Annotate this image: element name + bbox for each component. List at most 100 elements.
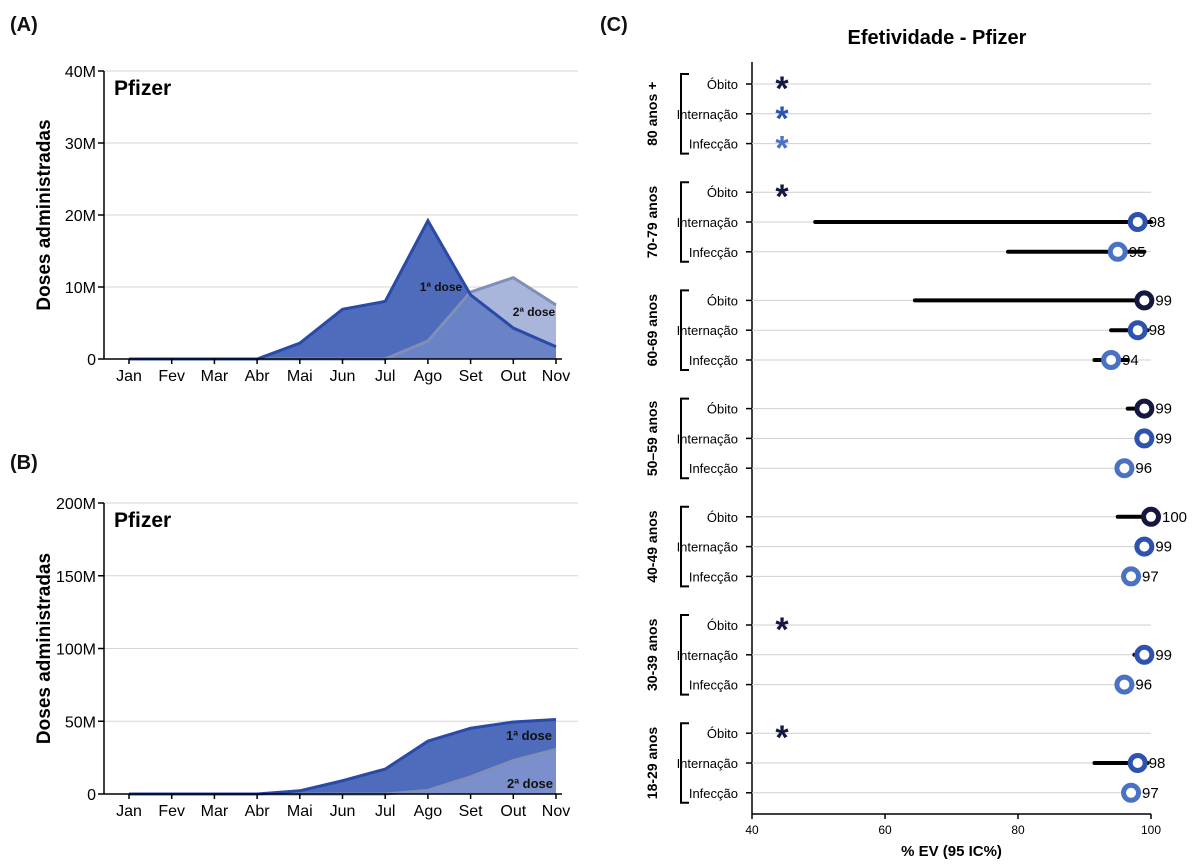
x-tick-label-b-9: Out — [500, 803, 526, 820]
y-tick-label-b-0: 0 — [87, 787, 96, 804]
estimate-label-4-1: 99 — [1155, 539, 1172, 556]
row-label-2-2: Infecção — [689, 353, 738, 368]
x-tick-label-b-5: Jun — [330, 803, 356, 820]
x-tick-label-c-3: 100 — [1141, 823, 1161, 837]
row-label-5-1: Internação — [677, 648, 738, 663]
series-label-dose2-b: 2ª dose — [507, 776, 553, 791]
estimate-point-1-1 — [1127, 212, 1148, 232]
estimate-label-3-0: 99 — [1155, 401, 1172, 418]
x-tick-label-a-2: Mar — [201, 368, 229, 385]
estimate-label-4-2: 97 — [1142, 568, 1159, 585]
row-label-3-0: Óbito — [707, 402, 738, 417]
estimate-label-3-1: 99 — [1155, 430, 1172, 447]
y-axis-label-a: Doses administradas — [34, 119, 55, 310]
estimate-label-1-1: 98 — [1149, 214, 1166, 231]
estimate-point-5-1 — [1134, 644, 1155, 665]
x-tick-label-b-6: Jul — [375, 803, 395, 820]
row-label-4-2: Infecção — [689, 569, 738, 584]
x-tick-label-a-8: Set — [459, 368, 484, 385]
estimate-point-5-2 — [1114, 674, 1135, 695]
x-tick-label-b-0: Jan — [116, 803, 142, 820]
estimate-label-2-1: 98 — [1149, 322, 1166, 339]
x-tick-label-b-3: Abr — [245, 803, 271, 820]
row-label-6-2: Infecção — [689, 786, 738, 801]
estimate-label-6-1: 98 — [1149, 755, 1166, 772]
row-label-3-1: Internação — [677, 431, 738, 446]
estimate-point-4-1 — [1134, 536, 1155, 557]
row-label-3-2: Infecção — [689, 461, 738, 476]
group-label-1: 70-79 anos — [644, 186, 660, 259]
estimate-label-5-1: 99 — [1155, 647, 1172, 664]
estimate-point-2-2 — [1101, 350, 1122, 370]
x-tick-label-c-2: 80 — [1011, 823, 1025, 837]
chart-title-b: Pfizer — [114, 509, 171, 532]
group-label-4: 40-49 anos — [644, 510, 660, 583]
series-label-dose2-a: 2ª dose — [513, 305, 556, 319]
row-label-5-0: Óbito — [707, 618, 738, 633]
series-label-dose1-a: 1ª dose — [420, 280, 463, 294]
group-bracket-5 — [680, 614, 689, 696]
row-label-4-0: Óbito — [707, 510, 738, 525]
x-tick-label-b-2: Mar — [201, 803, 229, 820]
x-tick-label-a-1: Fev — [158, 368, 185, 385]
estimate-point-3-2 — [1114, 458, 1135, 479]
x-tick-label-b-8: Set — [459, 803, 484, 820]
estimate-label-6-2: 97 — [1142, 785, 1159, 802]
group-label-5: 30-39 anos — [644, 618, 660, 691]
panel-label-c: (C) — [600, 14, 628, 36]
x-tick-label-a-9: Out — [500, 368, 526, 385]
y-tick-label-a-2: 20M — [65, 208, 96, 225]
group-label-6: 18-29 anos — [644, 727, 660, 800]
estimate-label-2-0: 99 — [1155, 292, 1172, 309]
chart-title-c: Efetividade - Pfizer — [848, 27, 1027, 49]
not-estimable-star-0-0: * — [775, 70, 789, 108]
estimate-point-6-1 — [1127, 753, 1148, 773]
panel-label-b: (B) — [10, 452, 38, 474]
group-bracket-4 — [680, 505, 689, 588]
y-tick-label-b-3: 150M — [56, 569, 96, 586]
y-tick-label-b-4: 200M — [56, 496, 96, 513]
group-bracket-1 — [680, 181, 689, 263]
x-tick-label-a-4: Mai — [287, 368, 313, 385]
area-dose2-b — [129, 749, 556, 794]
estimate-label-3-2: 96 — [1135, 460, 1152, 477]
series-label-dose1-b: 1ª dose — [506, 728, 552, 743]
estimate-point-2-1 — [1127, 320, 1148, 341]
estimate-point-6-2 — [1121, 782, 1142, 803]
row-label-2-1: Internação — [677, 323, 738, 338]
estimate-label-2-2: 94 — [1122, 352, 1139, 369]
x-tick-label-c-1: 60 — [878, 823, 892, 837]
area-overlap-a — [129, 294, 556, 359]
row-label-0-1: Internação — [677, 107, 738, 122]
estimate-point-4-2 — [1121, 566, 1142, 587]
estimate-point-3-1 — [1134, 428, 1155, 449]
x-tick-label-a-0: Jan — [116, 368, 142, 385]
estimate-point-2-0 — [1134, 290, 1155, 311]
row-label-0-0: Óbito — [707, 77, 738, 92]
group-label-0: 80 anos + — [644, 82, 660, 146]
y-tick-label-b-1: 50M — [65, 714, 96, 731]
group-bracket-2 — [680, 289, 689, 371]
x-tick-label-a-6: Jul — [375, 368, 395, 385]
x-tick-label-a-3: Abr — [245, 368, 271, 385]
chart-title-a: Pfizer — [114, 77, 171, 100]
group-bracket-0 — [680, 73, 689, 155]
y-tick-label-a-4: 40M — [65, 64, 96, 81]
panel-label-a: (A) — [10, 14, 38, 36]
estimate-label-4-0: 100 — [1162, 509, 1187, 526]
estimate-point-4-0 — [1141, 506, 1161, 527]
x-tick-label-b-4: Mai — [287, 803, 313, 820]
row-label-1-2: Infecção — [689, 245, 738, 260]
x-tick-label-b-10: Nov — [542, 803, 570, 820]
row-label-1-0: Óbito — [707, 185, 738, 200]
group-bracket-6 — [680, 722, 689, 804]
estimate-point-1-2 — [1107, 241, 1128, 262]
not-estimable-star-0-2: * — [775, 130, 789, 168]
x-tick-label-b-1: Fev — [158, 803, 185, 820]
area-dose1-b — [129, 719, 556, 794]
estimate-label-1-2: 95 — [1129, 244, 1146, 261]
row-label-5-2: Infecção — [689, 678, 738, 693]
x-tick-label-a-5: Jun — [330, 368, 356, 385]
